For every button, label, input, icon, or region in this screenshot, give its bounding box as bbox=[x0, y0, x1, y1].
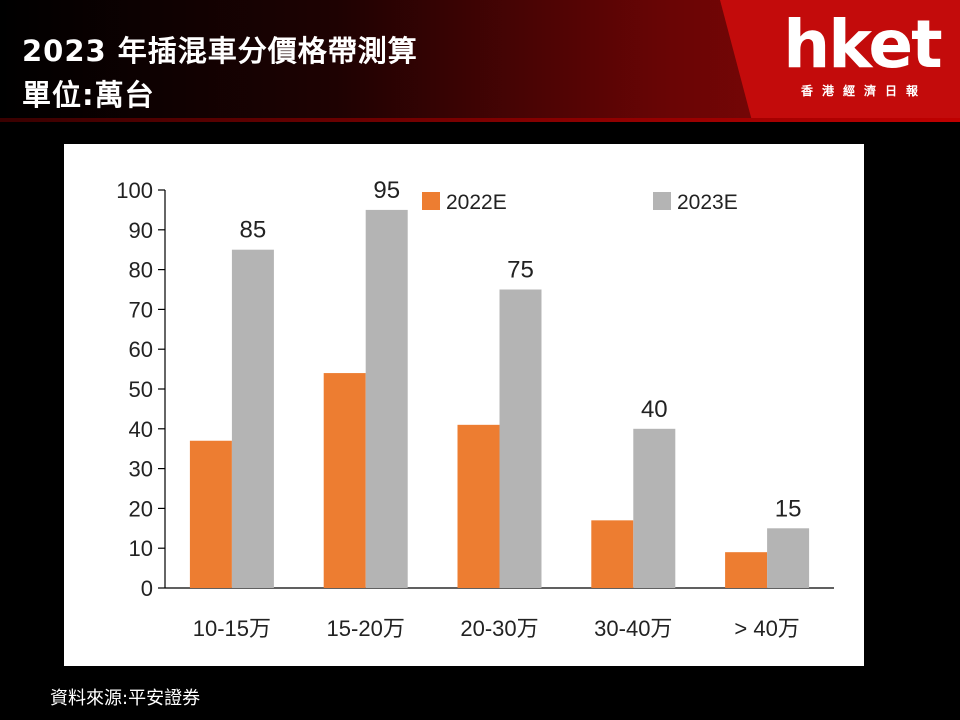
page-subtitle-unit: 單位:萬台 bbox=[22, 78, 155, 112]
bar-chart: 0 10 20 30 40 50 60 70 80 90 100 10-15万 15-20万 20-30万… bbox=[116, 177, 834, 641]
hket-logo: hket bbox=[783, 6, 942, 83]
x-tick-label: 30-40万 bbox=[594, 616, 672, 641]
bar-2022e-4 bbox=[725, 552, 768, 588]
legend-swatch-2022e bbox=[422, 192, 440, 210]
bar-2022e-0 bbox=[189, 440, 232, 588]
logo-panel bbox=[720, 0, 960, 118]
legend-label-2022e: 2022E bbox=[446, 191, 507, 214]
data-label: 95 bbox=[373, 177, 400, 204]
y-tick-label: 0 bbox=[141, 576, 153, 601]
page-title: 2023 年插混車分價格帶測算 bbox=[22, 34, 418, 68]
bar-2023e-2 bbox=[499, 289, 542, 588]
x-tick-label: 10-15万 bbox=[193, 616, 271, 641]
data-label: 85 bbox=[240, 217, 267, 244]
y-tick-label: 100 bbox=[116, 178, 153, 203]
data-label: 15 bbox=[775, 495, 802, 522]
y-tick-label: 80 bbox=[129, 258, 153, 283]
y-tick-label: 30 bbox=[129, 457, 153, 482]
y-tick-label: 70 bbox=[129, 297, 153, 322]
legend-label-2023e: 2023E bbox=[677, 191, 738, 214]
bar-2023e-3 bbox=[633, 428, 676, 588]
data-label: 40 bbox=[641, 396, 668, 423]
data-label: 75 bbox=[507, 257, 534, 284]
bar-2022e-1 bbox=[323, 373, 366, 588]
y-tick-label: 50 bbox=[129, 377, 153, 402]
y-tick-label: 10 bbox=[129, 536, 153, 561]
y-tick-label: 40 bbox=[129, 417, 153, 442]
header-stripe bbox=[0, 118, 960, 122]
y-tick-label: 90 bbox=[129, 218, 153, 243]
y-tick-label: 60 bbox=[129, 337, 153, 362]
bar-2022e-3 bbox=[591, 520, 634, 588]
y-tick-label: 20 bbox=[129, 496, 153, 521]
bar-2022e-2 bbox=[457, 424, 500, 588]
x-tick-label: 20-30万 bbox=[460, 616, 538, 641]
legend-swatch-2023e bbox=[653, 192, 671, 210]
bar-2023e-1 bbox=[365, 209, 408, 588]
hket-logo-subtitle: 香港經濟日報 bbox=[800, 84, 927, 98]
x-tick-label: 15-20万 bbox=[327, 616, 405, 641]
bar-2023e-4 bbox=[767, 528, 810, 588]
x-tick-label: > 40万 bbox=[734, 616, 799, 641]
chart-panel: 0 10 20 30 40 50 60 70 80 90 100 10-15万 15-20万 20-30万… bbox=[64, 144, 864, 666]
bar-2023e-0 bbox=[231, 249, 274, 588]
source-note: 資料來源:平安證券 bbox=[50, 688, 201, 709]
